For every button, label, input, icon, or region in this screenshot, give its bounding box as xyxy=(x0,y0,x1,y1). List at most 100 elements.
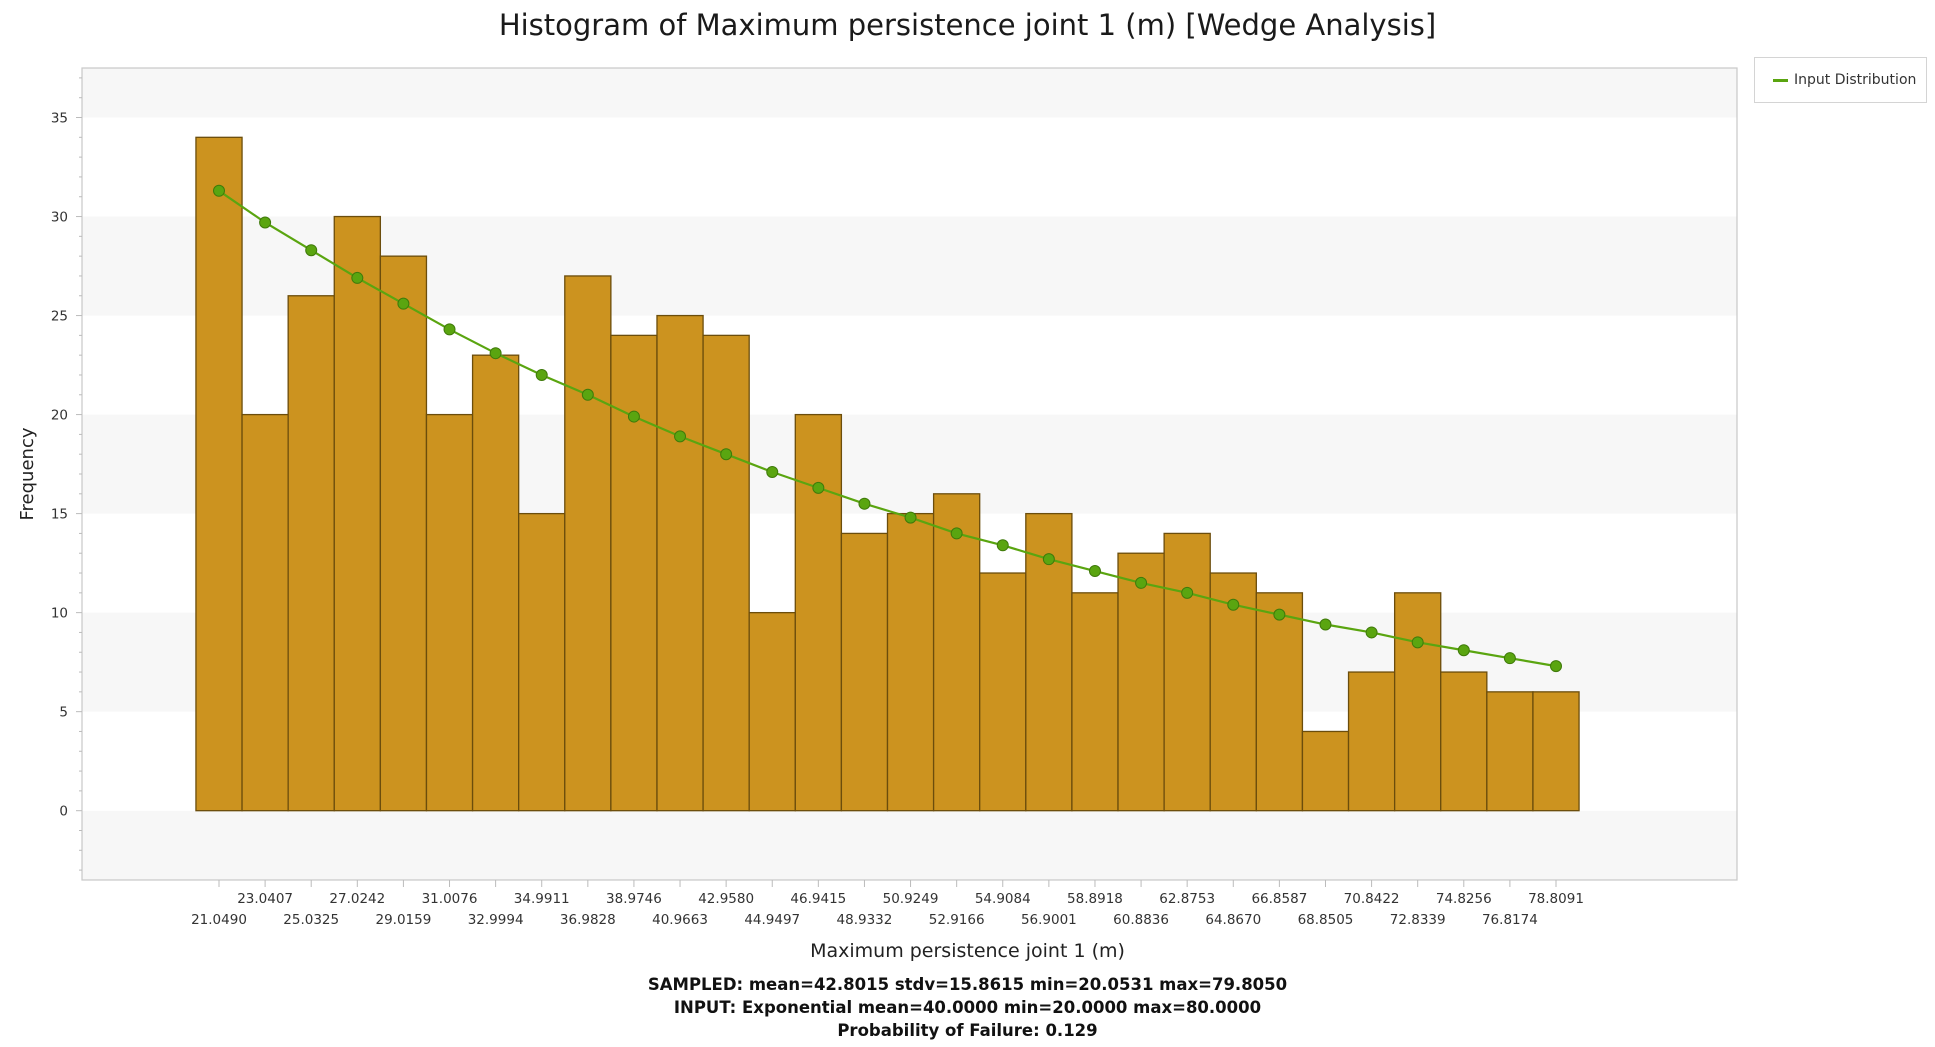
histogram-bar xyxy=(932,493,981,812)
input-distribution-series xyxy=(213,184,1562,673)
legend-label: Input Distribution xyxy=(1794,72,1917,88)
histogram-bars xyxy=(195,136,1580,812)
x-tick-label: 52.9166 xyxy=(929,912,985,928)
x-tick-label: 58.8918 xyxy=(1067,891,1123,907)
input-distribution-point xyxy=(1181,586,1194,599)
x-tick-label: 44.9497 xyxy=(744,912,800,928)
x-tick-label: 60.8836 xyxy=(1113,912,1169,928)
x-tick-label: 54.9084 xyxy=(975,891,1031,907)
histogram-bar xyxy=(979,572,1027,812)
x-tick-label: 36.9828 xyxy=(560,912,616,928)
input-distribution-point xyxy=(581,388,594,401)
histogram-bar xyxy=(241,413,289,812)
x-tick-label: 46.9415 xyxy=(790,891,846,907)
x-tick-label: 27.0242 xyxy=(329,891,385,907)
input-distribution-point xyxy=(1088,565,1101,578)
histogram-bar xyxy=(886,512,935,812)
input-distribution-point xyxy=(674,430,687,443)
histogram-bar xyxy=(840,532,889,812)
x-tick-label: 21.0490 xyxy=(191,912,247,928)
x-tick-label: 68.8505 xyxy=(1298,912,1354,928)
histogram-bar xyxy=(1486,691,1534,812)
input-distribution-point xyxy=(627,410,640,423)
input-distribution-point xyxy=(489,347,502,360)
x-tick-label: 50.9249 xyxy=(883,891,939,907)
input-distribution-point xyxy=(1457,644,1470,657)
histogram-bar xyxy=(425,413,474,812)
histogram-bar xyxy=(794,413,843,812)
histogram-bar xyxy=(195,136,243,812)
y-tick-label: 10 xyxy=(51,606,68,622)
x-tick-label: 74.8256 xyxy=(1436,891,1492,907)
x-tick-label: 76.8174 xyxy=(1482,912,1538,928)
x-tick-label: 31.0076 xyxy=(422,891,478,907)
chart-title: Histogram of Maximum persistence joint 1… xyxy=(498,8,1437,42)
input-distribution-point xyxy=(1550,660,1562,673)
x-tick-label: 72.8339 xyxy=(1390,912,1446,928)
input-distribution-point xyxy=(1227,598,1240,611)
input-distribution-point xyxy=(1135,576,1148,589)
input-distribution-point xyxy=(1273,608,1286,621)
y-axis-title: Frequency xyxy=(17,427,38,520)
histogram-bar xyxy=(1071,592,1119,812)
input-distribution-point xyxy=(904,511,917,524)
histogram-bar xyxy=(564,275,612,812)
y-tick-label: 15 xyxy=(51,507,68,523)
input-distribution-point xyxy=(397,297,410,310)
input-distribution-point xyxy=(996,539,1009,552)
histogram-bar xyxy=(656,314,704,812)
input-distribution-point xyxy=(259,216,272,229)
x-tick-label: 25.0325 xyxy=(283,912,339,928)
legend-line-swatch xyxy=(1773,78,1788,82)
x-axis-title: Maximum persistence joint 1 (m) xyxy=(810,940,1125,962)
x-axis: 23.0407 27.0242 31.0076 34.9911 38.9746 42.95… xyxy=(191,880,1584,928)
histogram-bar xyxy=(333,215,382,812)
input-distribution-point xyxy=(766,466,779,479)
y-axis: 0 5 10 15 20 25 30 35 xyxy=(51,77,82,871)
sampled-stats: SAMPLED: mean=42.8015 stdv=15.8615 min=2… xyxy=(647,975,1288,994)
input-distribution-point xyxy=(443,323,456,336)
histogram-bar xyxy=(1117,552,1165,812)
grid-band xyxy=(82,810,1737,880)
y-tick-label: 5 xyxy=(59,705,68,721)
input-distribution-point xyxy=(1319,618,1332,631)
histogram-bar xyxy=(1532,691,1580,812)
histogram-bar xyxy=(287,295,335,812)
grid-band xyxy=(82,68,1737,118)
histogram-bar xyxy=(1209,572,1257,812)
histogram-bar xyxy=(1301,730,1350,812)
histogram-bar xyxy=(1255,592,1304,812)
input-distribution-point xyxy=(812,481,825,494)
input-distribution-point xyxy=(720,448,733,461)
histogram-bar xyxy=(379,255,428,812)
grid-band xyxy=(82,117,1737,217)
histogram-bar xyxy=(1347,671,1396,812)
histogram-bar xyxy=(518,512,566,812)
input-distribution-point xyxy=(305,244,318,257)
input-distribution-point xyxy=(1503,652,1516,665)
histogram-bar xyxy=(702,334,750,812)
histogram-bar xyxy=(610,334,658,812)
input-distribution-point xyxy=(1411,636,1424,649)
input-stats: INPUT: Exponential mean=40.0000 min=20.0… xyxy=(673,998,1262,1017)
x-tick-label: 62.8753 xyxy=(1159,891,1215,907)
x-tick-label: 78.8091 xyxy=(1528,891,1584,907)
histogram-bar xyxy=(1163,532,1211,812)
x-tick-label: 34.9911 xyxy=(514,891,570,907)
input-distribution-point xyxy=(1042,553,1055,566)
input-distribution-point xyxy=(1365,626,1378,639)
input-distribution-point xyxy=(858,497,871,510)
x-tick-label: 32.9994 xyxy=(468,912,524,928)
x-tick-label: 40.9663 xyxy=(652,912,708,928)
x-tick-label: 48.9332 xyxy=(837,912,893,928)
probability-of-failure: Probability of Failure: 0.129 xyxy=(837,1021,1098,1040)
input-distribution-line xyxy=(218,189,1557,668)
histogram-bar xyxy=(471,354,520,812)
y-tick-label: 25 xyxy=(51,309,68,325)
x-tick-label: 23.0407 xyxy=(237,891,293,907)
histogram-bar xyxy=(1393,592,1442,812)
input-distribution-point xyxy=(351,271,364,284)
y-tick-label: 35 xyxy=(51,111,68,127)
x-tick-label: 56.9001 xyxy=(1021,912,1077,928)
